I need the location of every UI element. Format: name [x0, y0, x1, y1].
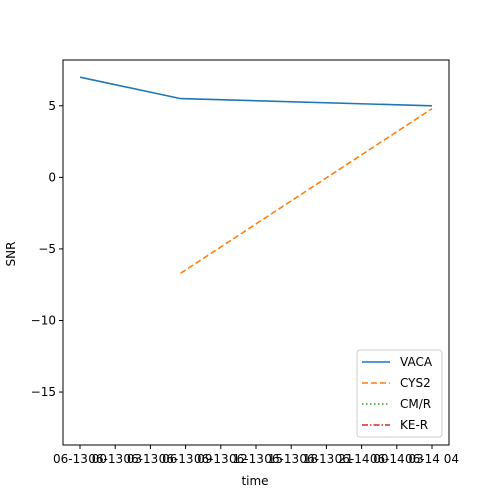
- series-line-cys2: [180, 108, 433, 274]
- x-tick-label: 06-13 21: [299, 452, 353, 466]
- x-tick-label: 06-13 06: [123, 452, 177, 466]
- legend-label: CM/R: [400, 397, 431, 411]
- y-tick-label: −5: [38, 242, 56, 256]
- y-tick-label: 0: [48, 170, 56, 184]
- x-tick-label: 06-13 18: [264, 452, 318, 466]
- x-tick-label: 06-14 04: [405, 452, 459, 466]
- legend-label: KE-R: [400, 418, 428, 432]
- legend: VACA CYS2 CM/R KE-R: [356, 349, 443, 438]
- y-tick-label: −15: [31, 385, 56, 399]
- x-tick-label: 06-14 03: [370, 452, 424, 466]
- x-axis-label: time: [241, 474, 268, 488]
- legend-label: VACA: [400, 355, 433, 369]
- x-tick-label: 06-13 03: [88, 452, 142, 466]
- y-axis-label: SNR: [4, 242, 18, 267]
- x-tick-label: 06-14 00: [335, 452, 389, 466]
- x-tick-label: 06-13 09: [159, 452, 213, 466]
- x-tick-label: 06-13 00: [53, 452, 107, 466]
- y-tick-label: 5: [48, 99, 56, 113]
- x-tick-label: 06-13 15: [229, 452, 283, 466]
- legend-label: CYS2: [400, 376, 431, 390]
- y-axis-ticks: −15 −10 −5 0 5: [31, 99, 63, 399]
- legend-box: [356, 349, 443, 438]
- series-lines: [79, 76, 433, 274]
- x-tick-label: 06-13 12: [194, 452, 248, 466]
- y-tick-label: −10: [31, 313, 56, 327]
- series-line-vaca: [79, 76, 433, 107]
